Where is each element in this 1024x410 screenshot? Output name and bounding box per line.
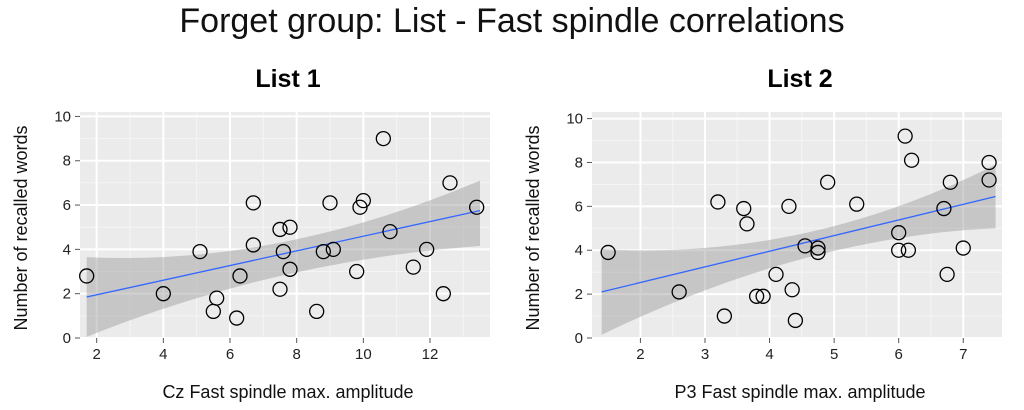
data-point [272,221,288,238]
y-axis-label: Number of recalled words [11,125,31,330]
data-point [435,286,451,302]
data-point [903,152,920,168]
x-tick-label: 8 [292,346,300,363]
x-tick-label: 6 [895,346,903,363]
data-point [810,240,826,256]
x-tick-label: 3 [701,346,709,363]
data-point [797,238,813,254]
y-tick-label: 10 [54,108,71,125]
y-tick-label: 0 [575,330,583,347]
data-point [781,198,797,214]
y-tick-label: 2 [575,286,583,303]
figure-title: Forget group: List - Fast spindle correl… [179,2,845,40]
y-tick-label: 6 [575,198,583,215]
data-point [79,268,95,284]
data-point [955,240,971,256]
data-point [282,219,298,235]
x-axis-label: Cz Fast spindle max. amplitude [162,382,413,402]
y-tick-label: 4 [575,242,583,259]
data-point [739,216,755,232]
data-point [405,259,421,275]
chart-list-1: List 1 Number of recalled words Cz Fast … [11,65,490,402]
data-point [710,194,726,210]
y-tick-label: 6 [63,197,71,214]
data-point [375,130,391,147]
data-point [897,128,913,144]
data-point [981,154,997,171]
data-point [600,244,616,261]
chart-title: List 2 [767,65,832,93]
data-point [315,243,331,260]
data-point [942,174,958,190]
x-tick-label: 2 [636,346,644,363]
data-point [229,310,245,326]
x-tick-label: 7 [959,346,967,363]
y-tick-label: 0 [63,330,71,347]
data-point [671,284,687,300]
data-point [810,244,826,261]
data-point [275,243,291,260]
x-tick-label: 4 [765,346,773,363]
data-point [716,308,733,324]
data-point [939,266,955,283]
data-point [272,281,288,297]
data-point [355,192,371,209]
chart-title: List 1 [255,65,320,93]
data-point [209,290,225,306]
data-point [322,195,338,211]
data-point [419,241,435,258]
data-point [232,268,248,284]
y-tick-label: 8 [575,154,583,171]
data-point [382,223,398,240]
data-point [748,288,765,304]
x-tick-label: 2 [92,346,100,363]
x-axis-label: P3 Fast spindle max. amplitude [674,382,925,402]
data-point [192,243,208,260]
data-point [891,225,907,241]
y-tick-label: 2 [63,286,71,303]
data-point [768,266,784,283]
regression-line [86,209,481,298]
y-tick-label: 8 [63,153,71,170]
x-tick-label: 6 [226,346,234,363]
chart-list-2: List 2 Number of recalled words P3 Fast … [523,65,1002,402]
data-point [784,282,800,298]
x-tick-label: 5 [830,346,838,363]
data-point [245,195,261,211]
data-point [820,174,836,190]
data-point [891,242,907,258]
x-tick-label: 4 [159,346,167,363]
data-point [349,263,365,280]
data-point [325,241,341,258]
y-tick-label: 4 [63,241,71,258]
data-point [469,199,485,215]
data-point [442,175,458,191]
data-point [755,288,771,304]
x-tick-label: 12 [422,346,439,363]
y-axis-label: Number of recalled words [523,125,543,330]
data-point [155,286,171,302]
data-point [981,172,997,188]
data-point [736,200,752,217]
data-point [787,312,804,329]
data-point [245,237,261,253]
plot-background [592,112,1002,338]
data-point [936,200,952,217]
data-point [900,242,917,258]
x-tick-label: 10 [355,346,372,363]
data-point [282,261,298,277]
y-tick-label: 10 [566,111,583,128]
data-point [309,303,325,320]
data-point [849,196,865,212]
